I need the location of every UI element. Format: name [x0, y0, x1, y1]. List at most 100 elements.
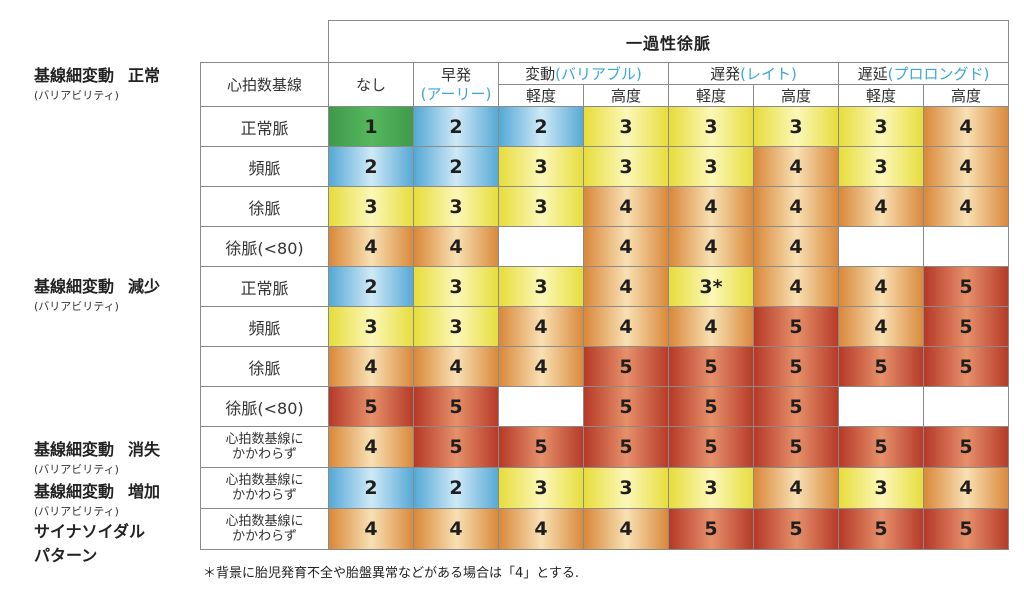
- level-cell: 5: [668, 426, 754, 468]
- level-cell: 4: [668, 306, 754, 347]
- level-cell: 5: [922, 306, 1010, 347]
- table-row: 正常脈 1 2 2 3 3 3 3 4: [200, 106, 1010, 147]
- level-cell: 4: [413, 226, 499, 267]
- level-cell: 3: [328, 186, 414, 227]
- level-cell: [922, 386, 1010, 427]
- row-label-line1: 心拍数基線に: [225, 432, 304, 447]
- level-cell: 3: [753, 106, 839, 147]
- row-label-line2: かかわらず: [232, 488, 297, 503]
- level-cell: 4: [583, 186, 669, 227]
- table-row: 心拍数基線に かかわらず 4 5 5 5 5 5 5 5: [200, 426, 1010, 468]
- header-variable-paren: (バリアブル): [555, 65, 642, 83]
- header-late: 遅発(レイト): [668, 62, 839, 85]
- group-sub: (バリアビリティ): [34, 89, 119, 102]
- level-cell: 4: [922, 106, 1010, 147]
- group-tag: 正常: [128, 66, 161, 85]
- level-cell: 5: [753, 386, 839, 427]
- level-cell: 2: [413, 467, 499, 509]
- level-cell: 4: [922, 146, 1010, 187]
- level-cell: 4: [753, 186, 839, 227]
- group-sub: (バリアビリティ): [34, 505, 119, 518]
- level-cell: 3: [838, 146, 924, 187]
- header-early-label: 早発: [440, 65, 471, 84]
- level-cell: 2: [498, 106, 584, 147]
- table-row: 徐脈 3 3 3 4 4 4 4 4: [200, 186, 1010, 227]
- table-row: 徐脈(<80) 4 4 4 4 4: [200, 226, 1010, 267]
- level-cell: 4: [838, 186, 924, 227]
- header-variable: 変動(バリアブル): [498, 62, 669, 85]
- level-cell: 1: [328, 106, 414, 147]
- level-cell: 3: [498, 266, 584, 307]
- level-cell: 4: [583, 226, 669, 267]
- header-none: なし: [328, 62, 414, 107]
- level-cell: 4: [583, 306, 669, 347]
- row-label: 徐脈: [200, 186, 329, 227]
- header-mild: 軽度: [498, 84, 584, 107]
- level-cell: 5: [922, 508, 1010, 550]
- level-cell: 3: [838, 467, 924, 509]
- header-prolonged-label: 遅延: [857, 65, 888, 83]
- level-cell: 3: [328, 306, 414, 347]
- level-cell: 2: [328, 266, 414, 307]
- level-cell: 3: [668, 106, 754, 147]
- row-label-line2: かかわらず: [232, 447, 297, 462]
- level-cell: 4: [328, 226, 414, 267]
- level-cell: 5: [498, 426, 584, 468]
- level-cell: 4: [668, 226, 754, 267]
- level-cell: 5: [328, 386, 414, 427]
- level-cell: 4: [413, 508, 499, 550]
- level-cell: 3: [668, 146, 754, 187]
- level-cell: 5: [838, 346, 924, 387]
- row-label: 心拍数基線に かかわらず: [200, 426, 329, 468]
- group-tag: 増加: [128, 482, 161, 501]
- level-cell: 2: [413, 146, 499, 187]
- row-label: 心拍数基線に かかわらず: [200, 467, 329, 509]
- header-early-paren: (アーリー): [420, 84, 492, 103]
- footnote: ＊背景に胎児発育不全や胎盤異常などがある場合は「4」とする.: [203, 566, 580, 581]
- group-title: 基線細変動: [34, 482, 115, 501]
- table-row: 徐脈 4 4 4 5 5 5 5 5: [200, 346, 1010, 387]
- level-cell: 4: [753, 266, 839, 307]
- row-label: 徐脈(<80): [200, 386, 329, 427]
- level-cell: 5: [838, 508, 924, 550]
- level-cell: 5: [668, 346, 754, 387]
- level-cell: 5: [753, 426, 839, 468]
- group-title: 基線細変動: [34, 277, 115, 296]
- level-cell: 5: [583, 346, 669, 387]
- level-cell: 3: [583, 467, 669, 509]
- level-cell: 3: [498, 186, 584, 227]
- level-cell: 4: [583, 508, 669, 550]
- level-cell: 3: [498, 146, 584, 187]
- level-cell: 5: [753, 346, 839, 387]
- level-cell: [498, 386, 584, 427]
- group-label-increased: 基線細変動 増加 (バリアビリティ): [34, 478, 160, 519]
- level-cell: 4: [753, 467, 839, 509]
- header-mild: 軽度: [838, 84, 924, 107]
- level-cell: 5: [922, 346, 1010, 387]
- header-prolonged: 遅延(プロロングド): [837, 62, 1010, 85]
- table-row: 心拍数基線に かかわらず 2 2 3 3 3 4 3 4: [200, 467, 1010, 509]
- classification-table: 一過性徐脈 心拍数基線 なし 早発 (アーリー) 変動(バリアブル) 遅発(レイ…: [200, 20, 1010, 550]
- header-mild: 軽度: [668, 84, 754, 107]
- header-late-paren: (レイト): [740, 65, 797, 83]
- level-cell: [838, 386, 924, 427]
- group-label-decreased: 基線細変動 減少 (バリアビリティ): [34, 273, 160, 314]
- level-cell: 4: [328, 426, 414, 468]
- group-title: 基線細変動: [34, 66, 115, 85]
- level-cell: 4: [328, 346, 414, 387]
- level-cell: 4: [498, 306, 584, 347]
- group-tag: 消失: [128, 440, 161, 459]
- level-cell: 4: [838, 306, 924, 347]
- row-label: 徐脈: [200, 346, 329, 387]
- level-cell: 5: [668, 508, 754, 550]
- level-cell: 2: [328, 467, 414, 509]
- level-cell: 4: [922, 467, 1010, 509]
- group-label-normal: 基線細変動 正常 (バリアビリティ): [34, 62, 160, 103]
- header-late-label: 遅発: [710, 65, 741, 83]
- level-cell: 5: [753, 306, 839, 347]
- level-cell: 5: [583, 386, 669, 427]
- row-label: 正常脈: [200, 266, 329, 307]
- level-cell: 2: [413, 106, 499, 147]
- level-cell: 4: [498, 508, 584, 550]
